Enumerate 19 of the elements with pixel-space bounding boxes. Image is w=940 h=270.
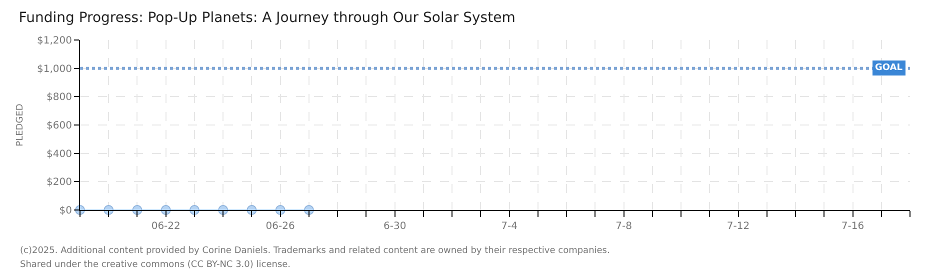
y-tick-label: $800 (46, 92, 72, 104)
x-tick-label: 06-26 (266, 221, 295, 232)
x-tick-label: 7-16 (841, 221, 864, 232)
x-tick-label: 7-4 (501, 221, 518, 232)
y-tick-label: $1,000 (37, 64, 72, 75)
ref-line-label: GOAL (875, 63, 903, 73)
y-tick-label: $1,200 (37, 36, 72, 46)
x-tick-label: 06-22 (151, 221, 180, 232)
x-tick-label: 6-30 (383, 221, 406, 232)
y-axis-title: PLEDGED (15, 104, 26, 146)
text: Shared under the creative commons (CC BY-NC 3.0) license. (20, 260, 291, 270)
y-tick-label: $0 (59, 206, 72, 216)
x-tick-label: 7-12 (726, 221, 750, 232)
chart-title: Funding Progress: Pop-Up Planets: A Journey through Our Solar System (18, 10, 516, 26)
y-tick-label: $600 (46, 120, 72, 132)
text: (c)2025. Additional content provided by Corine Daniels. Trademarks and related content are owned by their respective companies. (20, 246, 610, 256)
y-tick-label: $400 (46, 148, 72, 160)
y-tick-label: $200 (46, 177, 72, 188)
x-tick-label: 7-8 (616, 221, 632, 232)
